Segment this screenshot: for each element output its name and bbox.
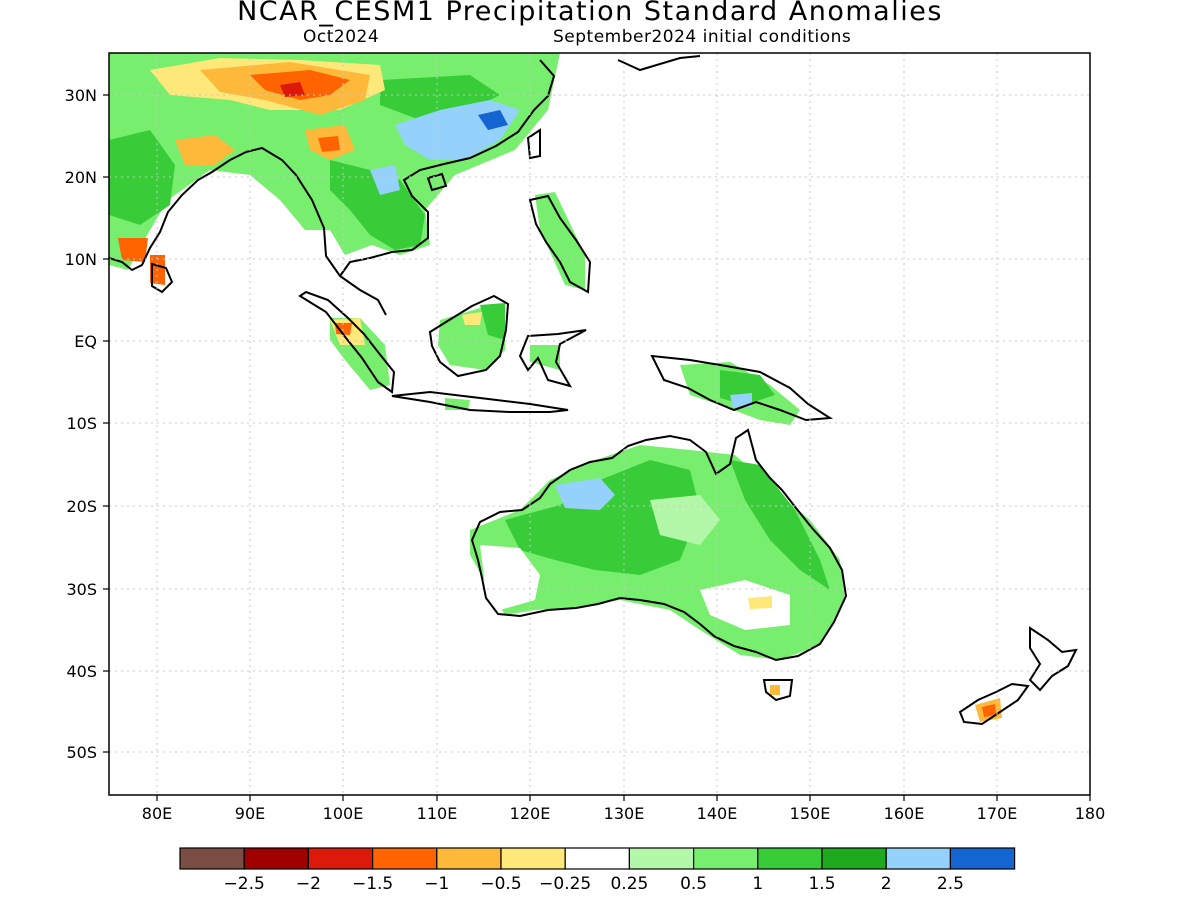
colorbar-box: [692, 847, 759, 870]
india-coast: [109, 151, 247, 272]
colorbar-box: [885, 847, 952, 870]
forecast-month: Oct2024: [303, 27, 380, 47]
axis-ticks: [103, 94, 1091, 801]
nz-north-coast: [1028, 626, 1078, 692]
australia-anomaly-pale: [650, 495, 720, 545]
colorbar-box: [821, 847, 887, 870]
vietnam-anomaly-blue: [370, 165, 400, 195]
colorbar-label: 1: [752, 874, 763, 894]
borneo-anomaly-yellow: [462, 312, 482, 325]
lat-label: 30N: [65, 86, 97, 105]
nz-anomaly-red: [982, 704, 996, 717]
colorbar-label: 2: [881, 874, 892, 894]
longitude-labels: 80E 90E 100E 110E 120E 130E 140E 150E 16…: [142, 804, 1106, 823]
hainan-coast: [426, 172, 448, 192]
lat-label: 10S: [66, 414, 97, 433]
colorbar-box: [628, 847, 695, 870]
coastlines: [109, 55, 1078, 726]
lat-label: 20S: [66, 497, 97, 516]
australia-anomaly-strong: [505, 460, 700, 575]
lon-label: 80E: [142, 804, 172, 823]
philippines-coast: [528, 194, 592, 294]
philippines-anomaly: [535, 192, 585, 290]
tibet-anomaly-darkred: [280, 82, 305, 97]
gridlines: [109, 53, 1090, 795]
lon-label: 180: [1075, 804, 1106, 823]
nz-south-coast: [958, 682, 1030, 726]
bay-bengal-coast: [245, 146, 387, 316]
lat-label: EQ: [74, 332, 97, 351]
indochina-coast: [339, 59, 556, 277]
colorbar-label: −1: [424, 874, 449, 894]
indochina-anomaly-strong: [330, 160, 425, 250]
india-south-anomaly-orange: [118, 238, 148, 262]
asia-anomaly-strong: [109, 130, 175, 225]
australia-coast: [470, 428, 848, 662]
australia-anomaly-blue: [555, 478, 615, 510]
india-anomaly-orange: [175, 135, 235, 165]
lon-label: 130E: [604, 804, 645, 823]
colorbar-label: −2.5: [224, 874, 265, 894]
lon-label: 150E: [790, 804, 831, 823]
colorbar-label: −2: [296, 874, 321, 894]
newguinea-anomaly-blue: [730, 393, 752, 408]
colorbar-box: [243, 847, 309, 870]
colorbar-label: −0.5: [480, 874, 521, 894]
lon-label: 100E: [323, 804, 364, 823]
lon-label: 90E: [235, 804, 265, 823]
lon-label: 140E: [697, 804, 738, 823]
australia-anomaly-white-west: [480, 545, 540, 610]
colorbar-label: 0.25: [610, 874, 648, 894]
taiwan-coast: [526, 128, 541, 160]
colorbar-box: [179, 847, 245, 870]
lon-label: 120E: [510, 804, 551, 823]
lat-label: 50S: [66, 743, 97, 762]
australia-anomaly-strong-east: [730, 460, 830, 590]
lon-label: 110E: [417, 804, 458, 823]
colorbar-label: 1.5: [808, 874, 835, 894]
srilanka-coast: [151, 262, 174, 294]
borneo-anomaly-strong: [480, 303, 505, 340]
australia-anomaly-yellow: [748, 596, 772, 609]
borneo-coast: [428, 294, 510, 378]
sumatra-coast: [298, 290, 396, 394]
colorbar-label: 0.5: [680, 874, 707, 894]
colorbar-label: −1.5: [352, 874, 393, 894]
colorbar-box: [949, 847, 1016, 870]
colorbar-box: [436, 847, 502, 870]
lat-label: 20N: [65, 168, 97, 187]
colorbar-box: [500, 847, 566, 870]
colorbar-labels: −2.5 −2 −1.5 −1 −0.5 −0.25 0.25 0.5 1 1.5 2 2.5: [224, 874, 964, 894]
japan-coast: [617, 55, 701, 72]
lon-label: 160E: [884, 804, 925, 823]
colorbar-box: [372, 847, 438, 870]
newguinea-coast: [650, 354, 834, 422]
colorbar-box: [307, 847, 374, 870]
colorbar-box: [757, 847, 823, 870]
sulawesi-coast: [518, 329, 587, 388]
colorbar: [179, 847, 1016, 870]
anomaly-shading: [109, 53, 1002, 722]
lon-label: 170E: [977, 804, 1018, 823]
java-coast: [391, 390, 569, 413]
colorbar-label: 2.5: [937, 874, 964, 894]
lat-label: 10N: [65, 250, 97, 269]
sulawesi-anomaly: [530, 345, 560, 370]
initial-conditions: September2024 initial conditions: [553, 27, 852, 47]
tasmania-coast: [762, 679, 794, 702]
lat-label: 40S: [66, 662, 97, 681]
colorbar-label: −0.25: [539, 874, 591, 894]
china-anomaly-darkblue: [478, 110, 508, 130]
tasmania-anomaly: [770, 685, 780, 695]
map-title: NCAR_CESM1 Precipitation Standard Anomal…: [237, 0, 943, 27]
latitude-labels: 30N 20N 10N EQ 10S 20S 30S 40S 50S: [65, 86, 97, 762]
colorbar-box: [564, 847, 631, 870]
lat-label: 30S: [66, 580, 97, 599]
myanmar-anomaly-red: [318, 136, 340, 152]
australia-anomaly-white-se: [700, 580, 790, 630]
map-frame: [108, 52, 1091, 796]
